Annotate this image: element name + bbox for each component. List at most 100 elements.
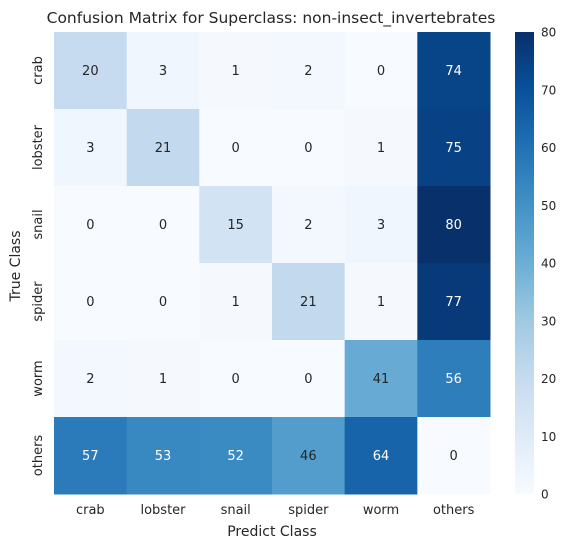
y-tick-labels: crab lobster snail spider worm others <box>31 56 46 476</box>
heatmap-cell <box>344 109 418 187</box>
colorbar-tick-label: 50 <box>541 199 556 213</box>
heatmap-cell <box>54 263 128 341</box>
heatmap-cell <box>199 186 273 264</box>
x-tick-label: others <box>433 503 475 518</box>
heatmap-cell <box>344 417 418 495</box>
x-tick-label: worm <box>363 503 399 518</box>
cell-value-label: 3 <box>377 218 385 233</box>
heatmap-cell <box>199 340 273 418</box>
cell-value-label: 41 <box>373 372 390 387</box>
heatmap-cell <box>272 263 346 341</box>
cell-value-label: 1 <box>159 372 167 387</box>
cell-value-label: 2 <box>304 64 312 79</box>
y-tick-label: lobster <box>31 124 46 170</box>
heatmap-cell <box>344 263 418 341</box>
chart-title: Confusion Matrix for Superclass: non-ins… <box>47 9 496 28</box>
heatmap-cell <box>272 32 346 110</box>
heatmap-cell <box>344 186 418 264</box>
colorbar-tick-label: 40 <box>541 257 556 271</box>
cell-value-label: 53 <box>155 449 172 464</box>
cell-value-label: 77 <box>445 295 462 310</box>
cell-value-label: 2 <box>304 218 312 233</box>
cell-value-label: 0 <box>450 449 458 464</box>
cell-value-label: 21 <box>300 295 317 310</box>
cell-value-label: 0 <box>86 218 94 233</box>
cell-value-label: 0 <box>304 141 312 156</box>
cell-value-label: 74 <box>445 64 462 79</box>
cell-value-label: 1 <box>232 295 240 310</box>
heatmap-cell <box>344 32 418 110</box>
colorbar-tick-label: 80 <box>541 26 556 40</box>
colorbar-tick-label: 70 <box>541 83 556 97</box>
x-tick-label: lobster <box>140 503 186 518</box>
heatmap-cell <box>199 417 273 495</box>
cell-value-label: 75 <box>445 141 462 156</box>
cell-value-label: 80 <box>445 218 462 233</box>
heatmap-cell <box>54 340 128 418</box>
heatmap-cell <box>199 32 273 110</box>
cell-value-label: 57 <box>82 449 99 464</box>
heatmap-cell <box>272 109 346 187</box>
cell-value-label: 0 <box>159 295 167 310</box>
cell-value-label: 1 <box>377 141 385 156</box>
heatmap-cell <box>272 417 346 495</box>
y-tick-label: worm <box>31 360 46 396</box>
heatmap-cell <box>54 417 128 495</box>
heatmap-cell <box>126 417 200 495</box>
cell-value-label: 2 <box>86 372 94 387</box>
heatmap-cell <box>417 263 491 341</box>
cell-value-label: 0 <box>159 218 167 233</box>
cell-value-label: 64 <box>373 449 390 464</box>
heatmap-cell <box>126 186 200 264</box>
colorbar-tick-label: 30 <box>541 314 556 328</box>
cell-value-label: 56 <box>445 372 462 387</box>
heatmap-cell <box>199 109 273 187</box>
heatmap-cell <box>417 417 491 495</box>
heatmap-cells: 20 3 1 2 0 743 21 0 0 1 750 0 15 2 3 800 0 1 21 1 772 1 0 0 41 56… <box>54 32 491 495</box>
x-tick-label: spider <box>288 503 329 518</box>
heatmap-cell <box>417 340 491 418</box>
y-tick-label: crab <box>31 56 46 85</box>
colorbar-tick-labels: 0 10 20 30 40 50 60 70 80 <box>541 26 556 502</box>
heatmap-cell <box>54 109 128 187</box>
y-tick-label: snail <box>31 209 46 239</box>
heatmap-cell <box>417 186 491 264</box>
cell-value-label: 15 <box>227 218 244 233</box>
heatmap-cell <box>54 32 128 110</box>
y-tick-label: others <box>31 435 46 477</box>
cell-value-label: 0 <box>86 295 94 310</box>
heatmap-cell <box>199 263 273 341</box>
heatmap-cell <box>417 32 491 110</box>
cell-value-label: 3 <box>86 141 94 156</box>
heatmap-cell <box>344 340 418 418</box>
x-tick-labels: crab lobster snail spider worm others <box>76 503 475 518</box>
heatmap-cell <box>126 263 200 341</box>
cell-value-label: 21 <box>155 141 172 156</box>
x-tick-label: snail <box>221 503 251 518</box>
cell-value-label: 3 <box>159 64 167 79</box>
heatmap-cell <box>126 109 200 187</box>
colorbar-tick-label: 10 <box>541 430 556 444</box>
colorbar <box>515 32 534 494</box>
cell-value-label: 0 <box>304 372 312 387</box>
heatmap-cell <box>417 109 491 187</box>
colorbar-tick-label: 0 <box>541 488 549 502</box>
heatmap-cell <box>126 32 200 110</box>
heatmap-cell <box>54 186 128 264</box>
cell-value-label: 20 <box>82 64 99 79</box>
cell-value-label: 46 <box>300 449 317 464</box>
y-axis-label: True Class <box>8 230 24 302</box>
x-tick-label: crab <box>76 503 105 518</box>
heatmap-cell <box>126 340 200 418</box>
cell-value-label: 1 <box>377 295 385 310</box>
colorbar-tick-label: 60 <box>541 141 556 155</box>
cell-value-label: 0 <box>232 141 240 156</box>
cell-value-label: 0 <box>232 372 240 387</box>
y-tick-label: spider <box>31 281 46 322</box>
heatmap-cell <box>272 340 346 418</box>
cell-value-label: 1 <box>232 64 240 79</box>
colorbar-tick-label: 20 <box>541 372 556 386</box>
cell-value-label: 52 <box>227 449 244 464</box>
cell-value-label: 0 <box>377 64 385 79</box>
